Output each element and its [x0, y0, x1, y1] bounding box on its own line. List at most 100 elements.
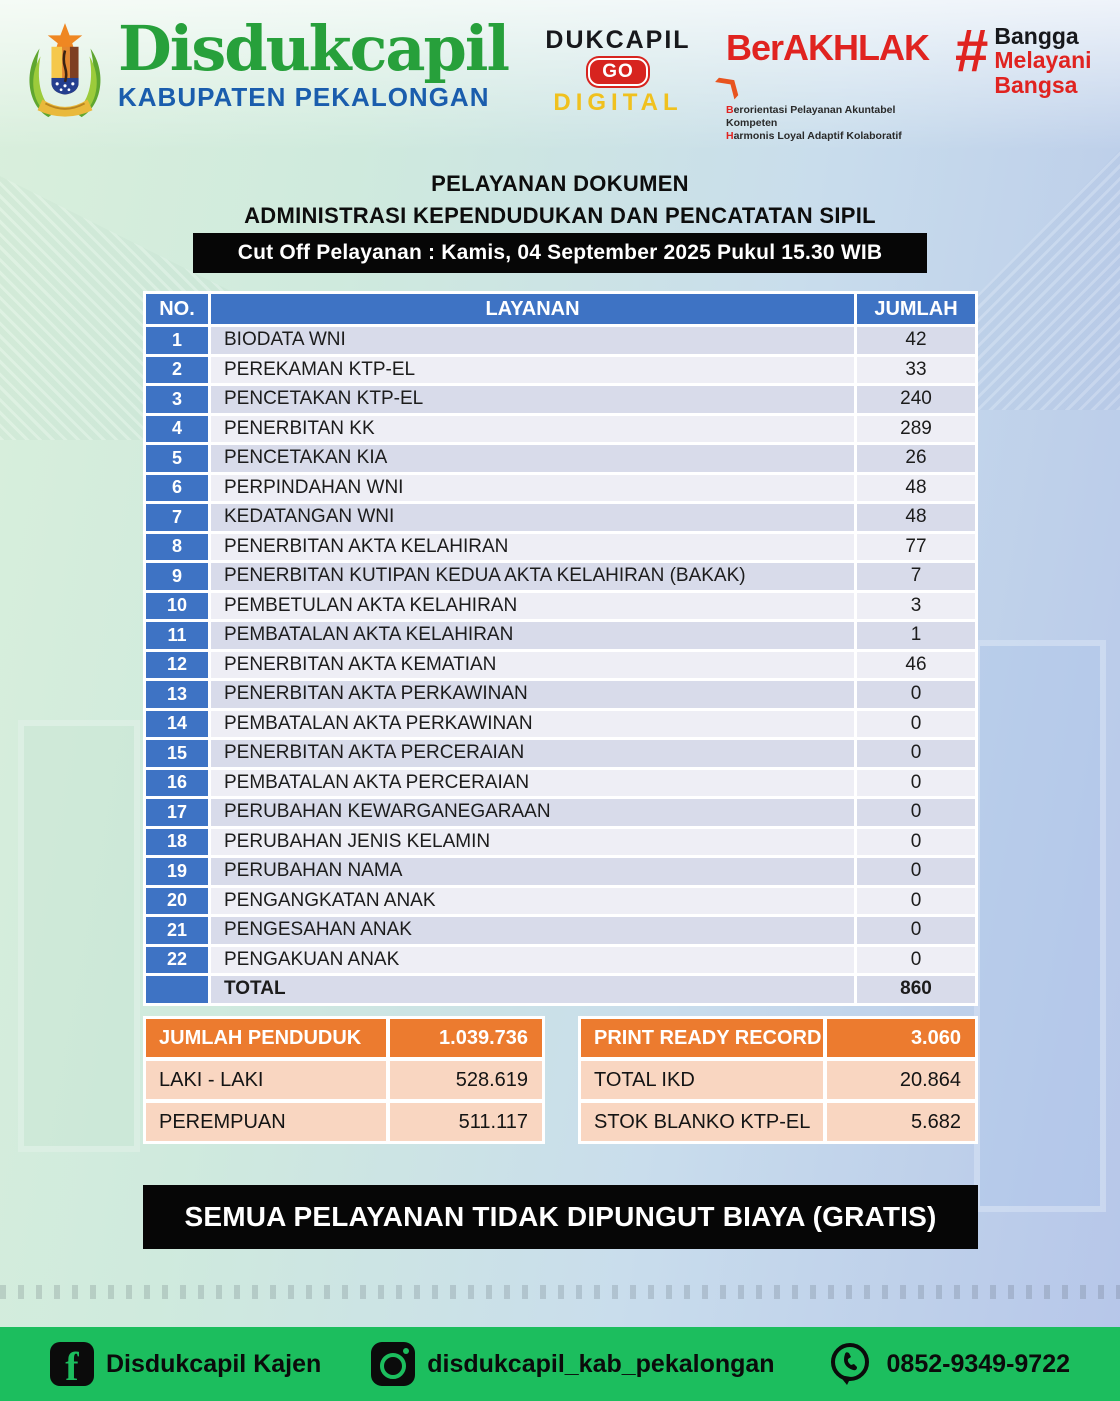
go-digital-line1: DUKCAPIL: [545, 26, 691, 54]
row-count: 48: [857, 504, 975, 531]
summary-row-label: TOTAL IKD: [581, 1061, 823, 1099]
berakhlak-logo: BerAKHLAK❯ Berorientasi Pelayanan Akunta…: [709, 30, 941, 143]
row-service-name: PEMBATALAN AKTA PERCERAIAN: [211, 769, 854, 796]
row-count: 0: [857, 887, 975, 914]
cutoff-banner: Cut Off Pelayanan : Kamis, 04 September …: [193, 233, 927, 273]
row-service-name: PERUBAHAN KEWARGANEGARAAN: [211, 799, 854, 826]
summary-row-value: 20.864: [827, 1061, 975, 1099]
row-count: 0: [857, 681, 975, 708]
row-count: 77: [857, 533, 975, 560]
summary-row-label: STOK BLANKO KTP-EL: [581, 1103, 823, 1141]
page-title: PELAYANAN DOKUMEN ADMINISTRASI KEPENDUDU…: [0, 168, 1120, 232]
go-badge: GO: [588, 58, 648, 86]
berakhlak-arrow-icon: ❯: [709, 66, 746, 103]
summary-header-label: JUMLAH PENDUDUK: [146, 1019, 386, 1057]
row-service-name: PENERBITAN KK: [211, 415, 854, 442]
col-header-layanan: LAYANAN: [211, 294, 854, 324]
summary-row-value: 528.619: [390, 1061, 542, 1099]
population-summary-table: JUMLAH PENDUDUK 1.039.736 LAKI - LAKI 528.6…: [143, 1016, 545, 1144]
background-dashed-texture: [0, 1285, 1120, 1299]
services-table: NO. LAYANAN JUMLAH 1 BIODATA WNI 42 2 PEREKA…: [143, 291, 978, 1006]
row-service-name: PENERBITAN AKTA PERCERAIAN: [211, 740, 854, 767]
row-number: 15: [146, 740, 208, 767]
row-service-name: PENERBITAN AKTA KEMATIAN: [211, 651, 854, 678]
row-number: 18: [146, 828, 208, 855]
row-service-name: PENERBITAN AKTA KELAHIRAN: [211, 533, 854, 560]
row-count: 33: [857, 356, 975, 383]
bangga-melayani-bangsa-logo: # Bangga Melayani Bangsa: [955, 17, 1092, 98]
dukcapil-go-digital-logo: DUKCAPIL GO DIGITAL: [528, 26, 708, 117]
row-count: 289: [857, 415, 975, 442]
row-number: 9: [146, 563, 208, 590]
row-count: 0: [857, 946, 975, 973]
row-number: 3: [146, 386, 208, 413]
row-service-name: PEMBETULAN AKTA KELAHIRAN: [211, 592, 854, 619]
row-service-name: PENERBITAN KUTIPAN KEDUA AKTA KELAHIRAN …: [211, 563, 854, 590]
row-service-name: KEDATANGAN WNI: [211, 504, 854, 531]
row-count: 46: [857, 651, 975, 678]
summary-row-label: LAKI - LAKI: [146, 1061, 386, 1099]
row-service-name: PERUBAHAN NAMA: [211, 858, 854, 885]
row-number: 6: [146, 474, 208, 501]
whatsapp-phone-icon: [830, 1343, 869, 1385]
row-number: 19: [146, 858, 208, 885]
summary-header-value: 1.039.736: [390, 1019, 542, 1057]
total-row-number: [146, 976, 208, 1003]
row-count: 0: [857, 740, 975, 767]
bangga-words: Bangga Melayani Bangsa: [994, 23, 1092, 98]
row-number: 4: [146, 415, 208, 442]
row-service-name: PENERBITAN AKTA PERKAWINAN: [211, 681, 854, 708]
page-title-line2: ADMINISTRASI KEPENDUDUKAN DAN PENCATATAN…: [244, 202, 876, 228]
footer-social-bar: f Disdukcapil Kajen disdukcapil_kab_peka…: [0, 1327, 1120, 1401]
instagram-link[interactable]: disdukcapil_kab_pekalongan: [371, 1342, 775, 1386]
row-number: 10: [146, 592, 208, 619]
row-number: 2: [146, 356, 208, 383]
facebook-handle: Disdukcapil Kajen: [105, 1349, 322, 1378]
row-count: 1: [857, 622, 975, 649]
summary-header-label: PRINT READY RECORD: [581, 1019, 823, 1057]
header-logo-strip: Disdukcapil KABUPATEN PEKALONGAN DUKCAPI…: [0, 0, 1120, 150]
row-number: 7: [146, 504, 208, 531]
row-count: 0: [857, 769, 975, 796]
instagram-handle: disdukcapil_kab_pekalongan: [427, 1349, 775, 1378]
background-window-right: [974, 640, 1106, 1212]
free-service-banner: SEMUA PELAYANAN TIDAK DIPUNGUT BIAYA (GR…: [143, 1185, 978, 1249]
row-service-name: PENCETAKAN KIA: [211, 445, 854, 472]
row-service-name: PENGAKUAN ANAK: [211, 946, 854, 973]
record-summary-table: PRINT READY RECORD 3.060 TOTAL IKD 20.864 ST…: [578, 1016, 978, 1144]
total-label: TOTAL: [211, 976, 854, 1003]
col-header-no: NO.: [146, 294, 208, 324]
row-count: 0: [857, 917, 975, 944]
org-name: Disdukcapil: [118, 12, 510, 85]
total-value: 860: [857, 976, 975, 1003]
summary-row-value: 5.682: [827, 1103, 975, 1141]
row-count: 0: [857, 799, 975, 826]
pekalongan-coat-of-arms-icon: [29, 23, 101, 118]
row-service-name: PEMBATALAN AKTA PERKAWINAN: [211, 710, 854, 737]
row-number: 11: [146, 622, 208, 649]
facebook-link[interactable]: f Disdukcapil Kajen: [49, 1342, 322, 1386]
row-count: 26: [857, 445, 975, 472]
go-digital-line2: DIGITAL: [553, 89, 683, 116]
row-service-name: PERUBAHAN JENIS KELAMIN: [211, 828, 854, 855]
org-subtitle: KABUPATEN PEKALONGAN: [118, 82, 490, 112]
col-header-jumlah: JUMLAH: [857, 294, 975, 324]
row-service-name: PERPINDAHAN WNI: [211, 474, 854, 501]
hashtag-icon: #: [955, 17, 989, 84]
phone-contact[interactable]: 0852-9349-9722: [825, 1339, 1070, 1389]
row-number: 16: [146, 769, 208, 796]
summary-row-value: 511.117: [390, 1103, 542, 1141]
summary-header-value: 3.060: [827, 1019, 975, 1057]
row-number: 12: [146, 651, 208, 678]
row-service-name: PENGANGKATAN ANAK: [211, 887, 854, 914]
summary-row-label: PEREMPUAN: [146, 1103, 386, 1141]
row-count: 0: [857, 858, 975, 885]
instagram-icon: [371, 1342, 416, 1386]
row-service-name: PENGESAHAN ANAK: [211, 917, 854, 944]
row-service-name: PEREKAMAN KTP-EL: [211, 356, 854, 383]
row-service-name: PEMBATALAN AKTA KELAHIRAN: [211, 622, 854, 649]
berakhlak-subtitle: Berorientasi Pelayanan Akuntabel Kompete…: [726, 104, 902, 143]
row-number: 5: [146, 445, 208, 472]
row-count: 3: [857, 592, 975, 619]
row-service-name: PENCETAKAN KTP-EL: [211, 386, 854, 413]
